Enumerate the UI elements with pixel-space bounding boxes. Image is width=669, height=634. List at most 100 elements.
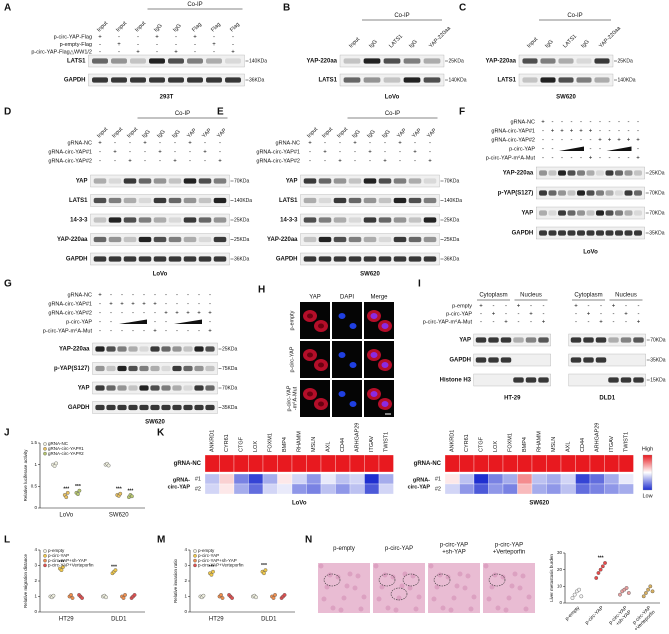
sign: +	[636, 156, 640, 162]
sign: -	[324, 159, 326, 165]
blot-band	[130, 58, 146, 64]
legend-marker	[43, 442, 47, 446]
blot-label: YAP	[76, 179, 88, 185]
blot-band	[150, 346, 160, 352]
blot-band	[548, 210, 557, 216]
panel-letter: D	[4, 107, 11, 118]
lane-label: Input	[526, 36, 539, 49]
legend-label: gRNA-circ-YAP#2	[48, 451, 84, 456]
sign: -	[561, 138, 563, 144]
tissue-texture	[520, 573, 526, 579]
sign: -	[609, 120, 611, 126]
blot-band	[596, 170, 604, 176]
blot-band	[403, 58, 421, 64]
size-marker: 140KDa	[444, 198, 462, 204]
blot-band	[558, 210, 566, 216]
panel-letter: E	[217, 107, 224, 118]
sign: +	[117, 42, 121, 48]
sign: -	[132, 329, 134, 335]
micrograph	[364, 341, 394, 378]
blot-band	[183, 217, 197, 223]
nucleus-stain	[338, 313, 346, 319]
heat-cell	[459, 454, 475, 473]
blot-band	[548, 190, 557, 196]
sign: +	[98, 141, 102, 147]
tissue-texture	[382, 572, 388, 578]
lane-label: LATS1	[562, 34, 578, 50]
blot-band	[423, 58, 441, 64]
blot-strip	[88, 54, 245, 68]
blot-band	[153, 197, 167, 204]
micrograph	[364, 380, 394, 417]
blot-band	[153, 217, 167, 223]
heat-cell	[560, 483, 576, 495]
blot-band	[168, 256, 182, 262]
micrograph	[300, 380, 330, 417]
blot-band	[108, 178, 122, 184]
image-title: +Verteporfin	[493, 550, 526, 556]
legend-label: p-empty	[48, 548, 65, 553]
heat-cell	[378, 483, 394, 495]
legend-label: p-circ-YAP+sh-YAP	[198, 558, 237, 563]
heat-cell	[378, 473, 394, 485]
sign: -	[628, 156, 630, 162]
blot-band	[608, 377, 619, 383]
sign: +	[155, 35, 159, 41]
legend-marker	[193, 549, 197, 553]
panel-letter: A	[4, 3, 11, 14]
sign: -	[154, 320, 156, 326]
blot-band	[348, 236, 362, 243]
blot-label: YAP-220aa	[503, 171, 534, 177]
blot-band	[558, 58, 574, 64]
sign: +	[383, 159, 387, 165]
tissue-texture	[448, 607, 454, 613]
sign: +	[153, 302, 157, 308]
sign: -	[159, 141, 161, 147]
sign: -	[505, 312, 507, 318]
tissue-texture	[413, 606, 419, 612]
blot-band	[108, 256, 122, 262]
blot-band	[153, 256, 167, 262]
sign: -	[599, 156, 601, 162]
blot-band	[596, 230, 604, 236]
data-point	[263, 568, 268, 573]
tissue-texture	[457, 571, 463, 577]
sign: -	[209, 320, 211, 326]
sign: +	[617, 138, 621, 144]
sign: +	[203, 150, 207, 156]
size-marker: 35KDa	[649, 230, 665, 236]
blot-label: GAPDH	[68, 405, 90, 411]
size-marker: 140KDa	[234, 198, 252, 204]
heat-cell	[604, 473, 620, 485]
lane-label: IgG	[408, 39, 419, 50]
heat-cell	[444, 473, 460, 485]
sign: -	[542, 138, 544, 144]
blot-band	[423, 236, 437, 243]
sign: +	[323, 150, 327, 156]
blot-band	[303, 178, 317, 184]
gene-label: FOXM1	[508, 433, 514, 452]
tissue-texture	[492, 572, 498, 578]
significance: ***	[261, 563, 267, 569]
significance: ***	[116, 486, 122, 492]
cell-core	[307, 391, 313, 397]
sign: -	[159, 159, 161, 165]
blot-band	[333, 256, 347, 262]
blot-band	[92, 77, 108, 83]
sign: -	[480, 320, 482, 326]
blot-band	[168, 77, 184, 83]
heat-cell	[618, 483, 634, 495]
blot-label: YAP	[459, 338, 471, 344]
panel-letter: N	[305, 535, 312, 546]
blot-band	[576, 58, 592, 64]
heat-cell	[277, 454, 293, 473]
sign: +	[153, 329, 157, 335]
blot-band	[194, 385, 204, 391]
data-point	[132, 593, 137, 597]
y-tick-label: 1	[184, 594, 187, 599]
sign: -	[194, 42, 196, 48]
tissue-texture	[465, 573, 471, 579]
y-axis-title: Relative luciferase activity	[23, 449, 28, 502]
blot-strip	[300, 233, 440, 246]
sign: +	[143, 141, 147, 147]
